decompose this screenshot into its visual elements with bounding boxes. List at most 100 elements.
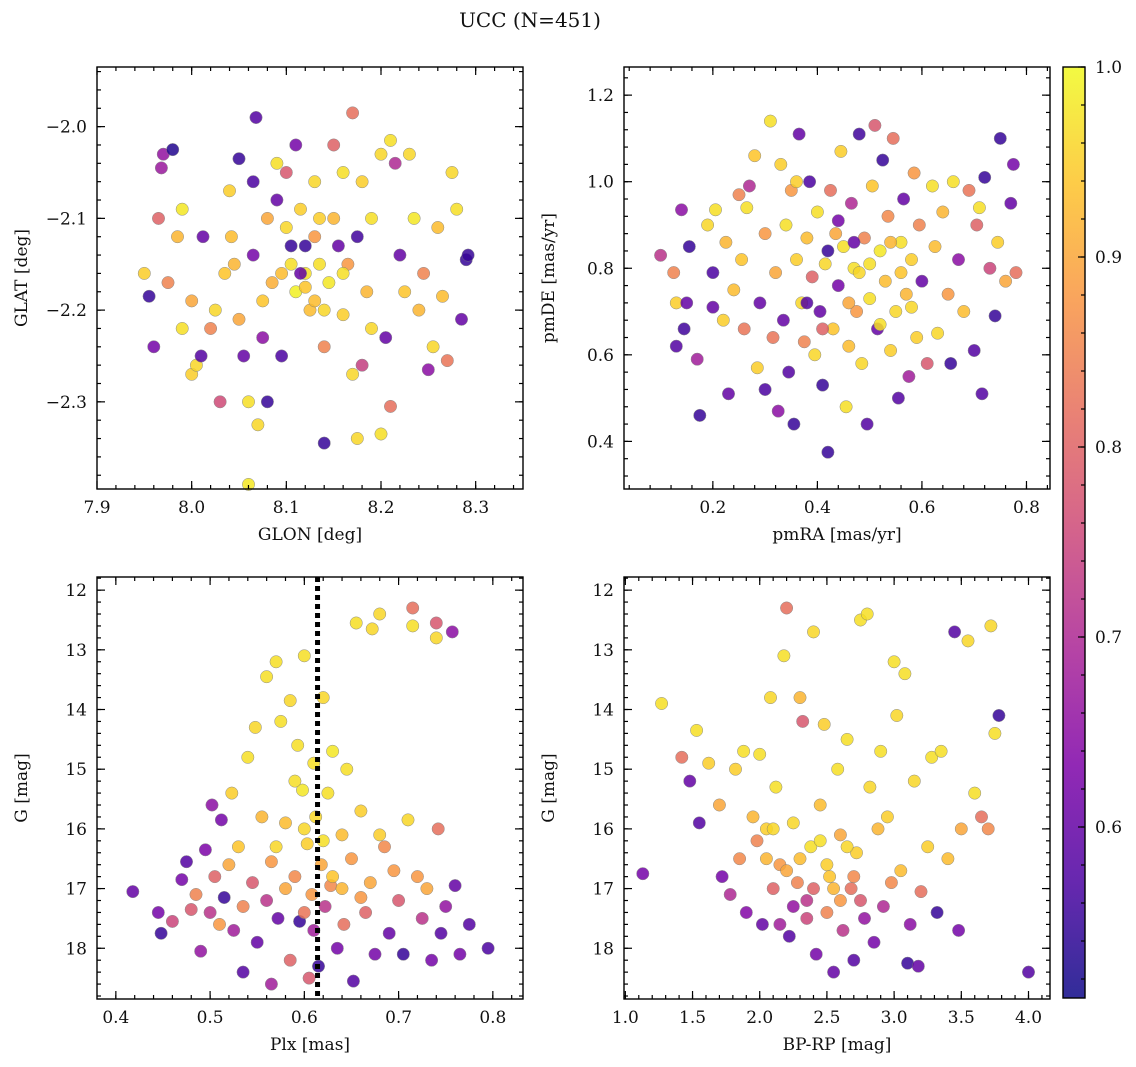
data-point (732, 188, 746, 202)
y-tick-label: 16 (65, 820, 87, 840)
x-tick-label: 0.5 (197, 1008, 224, 1028)
colorbar-ticks: 0.6 0.7 0.8 0.9 1.0 (1078, 58, 1122, 980)
data-point (232, 152, 246, 166)
data-point (978, 170, 992, 184)
data-point (213, 395, 227, 409)
y-tick-label: 13 (592, 641, 614, 661)
data-point (790, 876, 804, 890)
y-tick-label: 17 (592, 880, 614, 900)
data-point (384, 399, 397, 413)
data-point (232, 312, 246, 326)
data-point (766, 882, 780, 896)
data-point (750, 361, 764, 375)
data-point (790, 253, 803, 267)
data-point (246, 175, 260, 189)
data-point (335, 828, 349, 842)
data-point (373, 828, 387, 842)
data-point (876, 153, 890, 167)
data-point (910, 331, 924, 344)
data-point (850, 305, 864, 318)
data-point (166, 143, 180, 157)
data-point (264, 977, 278, 991)
data-point (842, 296, 856, 310)
data-point (265, 276, 279, 290)
y-tick-label: 17 (65, 880, 87, 900)
data-point (831, 214, 845, 228)
data-point (455, 312, 468, 326)
data-point (335, 882, 349, 896)
data-point (827, 965, 841, 979)
data-point (786, 900, 800, 913)
data-point (374, 147, 388, 161)
data-point (274, 714, 288, 728)
panels: 7.9 8.0 8.1 8.2 8.3 −2.0 −2.1 −2.2 −2.3 GLON [deg… (12, 66, 1051, 1055)
data-point (876, 900, 890, 913)
data-point (774, 157, 788, 171)
colorbar-tick-label: 1.0 (1095, 58, 1122, 78)
x-tick-label: 1.0 (612, 1008, 639, 1028)
data-point (384, 133, 397, 147)
data-point (204, 322, 218, 335)
data-point (161, 276, 175, 290)
y-tick-label: 1.2 (587, 86, 614, 106)
data-point (445, 625, 459, 639)
data-point (905, 300, 918, 314)
data-point (988, 726, 1002, 740)
data-point (948, 625, 962, 639)
data-point (840, 840, 854, 854)
data-point (350, 230, 364, 244)
data-point (790, 175, 803, 189)
data-point (873, 318, 887, 331)
data-point (991, 235, 1005, 249)
data-point (975, 387, 989, 401)
data-point (852, 127, 866, 141)
y-axis-label: pmDE [mas/yr] (539, 213, 559, 343)
y-tick-label: −2.1 (46, 209, 87, 229)
data-point (894, 864, 908, 878)
data-point (165, 914, 179, 928)
data-point (800, 231, 814, 245)
data-point (1006, 157, 1020, 171)
data-point (275, 266, 289, 280)
data-point (336, 308, 350, 322)
data-point (154, 926, 168, 940)
y-tick-label: 15 (592, 760, 614, 780)
data-point (185, 294, 199, 308)
data-point (712, 798, 726, 812)
x-axis-label: pmRA [mas/yr] (772, 525, 901, 545)
data-point (739, 906, 753, 919)
axes-frame (96, 66, 524, 490)
data-point (944, 357, 958, 370)
data-point (692, 816, 706, 830)
data-point (152, 211, 165, 225)
data-point (818, 257, 832, 271)
data-point (175, 873, 189, 887)
x-tick-label: 0.8 (1013, 498, 1040, 518)
data-point (260, 395, 274, 409)
data-point (983, 261, 997, 275)
colorbar-tick-label: 0.6 (1095, 818, 1122, 838)
data-point (379, 331, 393, 345)
data-point (184, 903, 198, 916)
data-point (792, 127, 806, 141)
data-point (970, 218, 984, 232)
data-point (816, 378, 830, 392)
data-point (431, 221, 445, 234)
data-point (719, 235, 733, 249)
data-point (852, 266, 866, 280)
data-point (270, 193, 284, 207)
data-point (346, 367, 360, 381)
data-point (421, 363, 435, 377)
data-point (289, 138, 303, 152)
axes-frame (623, 576, 1051, 1000)
data-point (360, 285, 374, 299)
data-point (796, 714, 810, 728)
x-tick-label: 0.6 (908, 498, 935, 518)
data-point (205, 798, 219, 812)
data-point (723, 888, 737, 901)
panel-4: 1.0 1.5 2.0 2.5 3.0 3.5 4.0 12 13 14 15 16 17 18 BP-RP… (539, 576, 1051, 1055)
data-point (702, 756, 716, 770)
data-point (952, 253, 965, 267)
data-point (914, 885, 928, 899)
